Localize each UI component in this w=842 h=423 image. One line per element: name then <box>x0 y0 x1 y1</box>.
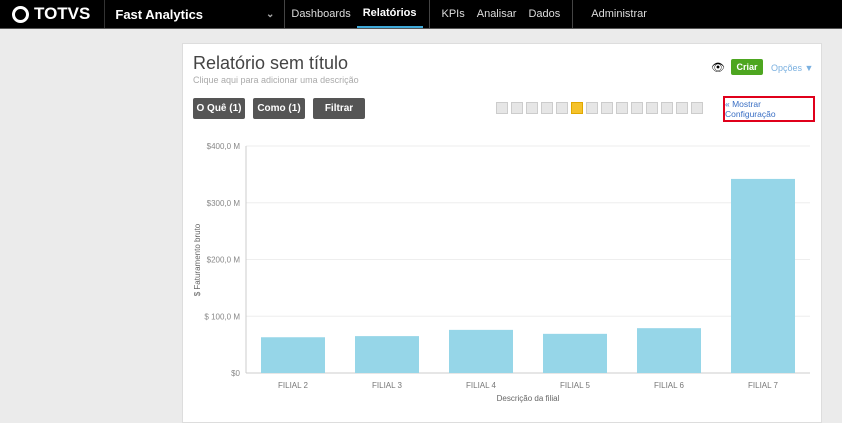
bar <box>355 336 419 373</box>
y-tick-label: $0 <box>231 369 240 378</box>
scatter-chart-icon[interactable] <box>676 102 688 114</box>
how-button[interactable]: Como (1) <box>253 98 305 119</box>
y-tick-label: $200,0 M <box>207 256 241 265</box>
funnel-chart-icon[interactable] <box>631 102 643 114</box>
x-tick-label: FILIAL 4 <box>466 381 496 390</box>
y-tick-label: $ 100,0 M <box>204 312 240 321</box>
table-chart-icon[interactable] <box>511 102 523 114</box>
donut-chart-icon[interactable] <box>661 102 673 114</box>
line-chart-icon[interactable] <box>526 102 538 114</box>
x-tick-label: FILIAL 5 <box>560 381 590 390</box>
report-description[interactable]: Clique aqui para adicionar uma descrição <box>193 75 359 85</box>
report-title[interactable]: Relatório sem título <box>193 53 349 73</box>
nav-dashboards[interactable]: Dashboards <box>291 8 351 20</box>
totvs-logo[interactable]: TOTVS <box>0 0 106 28</box>
create-button[interactable]: Criar <box>731 59 763 75</box>
logo-icon <box>12 5 29 23</box>
filter-button[interactable]: Filtrar <box>313 98 365 119</box>
stacked-bar-icon[interactable] <box>586 102 598 114</box>
line-multi-chart-icon[interactable] <box>541 102 553 114</box>
x-tick-label: FILIAL 3 <box>372 381 402 390</box>
nav-dados[interactable]: Dados <box>528 8 561 20</box>
chevron-down-icon: ⌄ <box>265 8 275 20</box>
bar <box>731 178 795 373</box>
bar <box>449 329 513 373</box>
what-button[interactable]: O Quê (1) <box>193 98 245 119</box>
chart-type-toolbar <box>496 102 703 114</box>
bar <box>543 333 607 373</box>
nav-administrar[interactable]: Administrar <box>591 8 647 20</box>
area-chart-icon[interactable] <box>556 102 568 114</box>
bubble-chart-icon[interactable] <box>691 102 703 114</box>
main-nav: Dashboards Relatórios KPIs Analisar Dado… <box>285 0 653 28</box>
nav-analisar[interactable]: Analisar <box>476 8 517 20</box>
grouped-bar-icon[interactable] <box>601 102 613 114</box>
y-tick-label: $300,0 M <box>207 199 241 208</box>
x-tick-label: FILIAL 2 <box>278 381 308 390</box>
x-tick-label: FILIAL 6 <box>654 381 684 390</box>
options-dropdown[interactable]: Opções ▼ <box>771 63 814 73</box>
y-axis-title: $ Faturamento bruto <box>193 223 202 296</box>
app-selector[interactable]: Fast Analytics ⌄ <box>105 0 286 28</box>
y-tick-label: $400,0 M <box>207 142 241 151</box>
pie-chart-icon[interactable] <box>646 102 658 114</box>
number-chart-icon[interactable] <box>496 102 508 114</box>
x-axis-title: Descrição da filial <box>497 394 560 403</box>
nav-kpis[interactable]: KPIs <box>441 8 465 20</box>
x-tick-label: FILIAL 7 <box>748 381 778 390</box>
nav-relatorios[interactable]: Relatórios <box>356 0 423 28</box>
bar <box>637 328 701 373</box>
bar-chart: $0 $ 100,0 M $200,0 M $300,0 M $400,0 M FILIA… <box>193 142 810 403</box>
bar <box>261 337 325 373</box>
hide-eye-icon[interactable]: 👁 <box>711 62 725 74</box>
top-bar: TOTVS Fast Analytics ⌄ Dashboards Relatór… <box>0 0 842 29</box>
show-config-link[interactable]: « Mostrar Configuração <box>723 96 815 122</box>
bar-chart-icon[interactable] <box>571 102 583 114</box>
waterfall-chart-icon[interactable] <box>616 102 628 114</box>
